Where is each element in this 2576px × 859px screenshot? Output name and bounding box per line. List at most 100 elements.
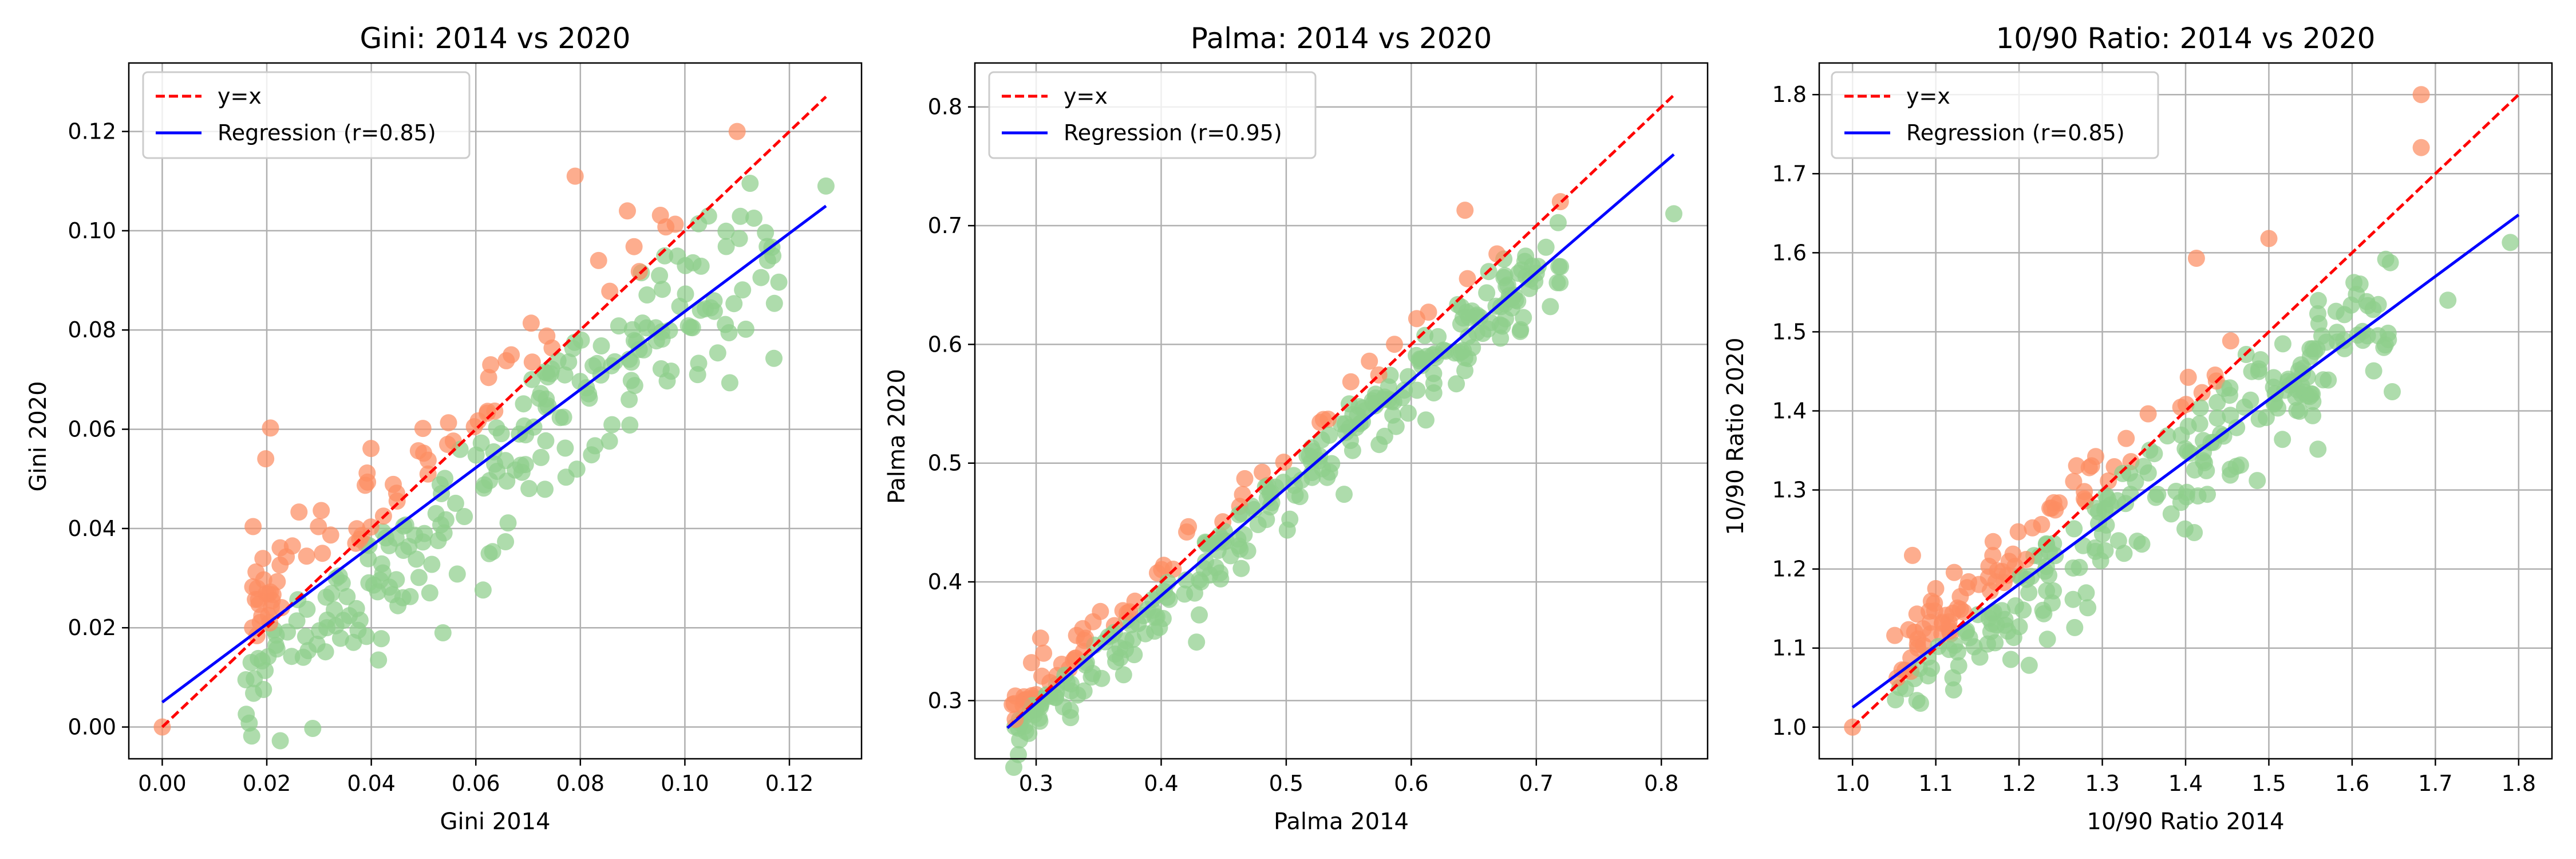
gini-point-below	[725, 295, 743, 313]
ratio-point-below	[2291, 403, 2308, 420]
gini-point-below	[498, 472, 516, 490]
gini-point-below	[690, 215, 708, 233]
gini-point-below	[717, 222, 735, 240]
ratio-point-above	[1886, 626, 1903, 644]
palma-ytick-label: 0.8	[928, 94, 962, 120]
palma-point-above	[1342, 373, 1360, 391]
ratio-ytick-label: 1.4	[1772, 399, 1807, 424]
palma-point-below	[1230, 506, 1248, 523]
ratio-ytick-label: 1.1	[1772, 636, 1807, 661]
ratio-point-below	[2172, 426, 2190, 444]
palma-point-above	[1180, 518, 1198, 535]
gini-point-below	[757, 224, 775, 242]
ratio-point-above	[2179, 368, 2197, 386]
gini-point-below	[288, 612, 306, 630]
ratio-point-below	[2502, 234, 2519, 251]
gini-ytick-label: 0.00	[68, 715, 116, 740]
palma-plot-area: 0.3 0.4 0.5 0.6 0.7 0.8 0.3 0.4 0.5 0.6 0.7 0.8	[928, 62, 1709, 796]
palma-point-below	[1107, 653, 1125, 671]
palma-legend-box	[988, 71, 1317, 159]
gini-point-below	[476, 476, 493, 494]
palma-point-above	[1155, 557, 1172, 574]
gini-point-below	[523, 371, 541, 388]
palma-point-below	[1212, 570, 1230, 588]
gini-point-above	[290, 503, 308, 521]
palma-point-below	[1245, 501, 1263, 518]
gini-point-below	[497, 533, 515, 550]
palma-point-above	[1459, 270, 1476, 287]
gini-point-above	[414, 420, 432, 438]
palma-point-below	[1117, 632, 1135, 649]
palma-point-below	[1416, 326, 1434, 344]
palma-point-above	[1076, 632, 1093, 649]
gini-point-below	[318, 619, 335, 637]
gini-point-below	[472, 434, 490, 452]
palma-point-below	[1336, 486, 1353, 503]
gini-panel: Gini: 2014 vs 2020 Gini 2014 Gini 2020 0…	[25, 22, 863, 835]
gini-xlabel: Gini 2014	[440, 809, 550, 835]
palma-legend-regression-label: Regression (r=0.95)	[1064, 120, 1282, 145]
ratio-identity-line	[1851, 93, 2520, 728]
gini-ytick-label: 0.12	[68, 119, 116, 144]
palma-point-above	[1456, 202, 1474, 219]
ratio-xtick-label: 1.7	[2418, 771, 2452, 796]
palma-point-above	[1022, 654, 1040, 672]
ratio-point-below	[1887, 691, 1905, 708]
gini-point-below	[294, 648, 312, 666]
gini-point-below	[634, 314, 651, 332]
ratio-point-above	[2000, 553, 2018, 570]
palma-point-below	[1232, 559, 1250, 577]
gini-point-above	[440, 414, 457, 432]
ratio-point-below	[2176, 520, 2194, 538]
ratio-ylabel: 10/90 Ratio 2020	[1722, 337, 1749, 535]
palma-point-below	[1494, 317, 1511, 335]
gini-point-below	[741, 175, 759, 192]
palma-point-above	[1236, 470, 1254, 487]
gini-point-below	[720, 324, 738, 341]
gini-point-above	[250, 590, 267, 608]
gini-point-below	[359, 550, 377, 568]
gini-point-below	[638, 286, 656, 304]
ratio-point-above	[2076, 483, 2093, 501]
gini-point-below	[434, 624, 452, 641]
palma-point-above	[1254, 463, 1271, 481]
gini-point-below	[410, 569, 428, 586]
palma-point-above	[1488, 245, 1506, 263]
ratio-point-below	[2064, 590, 2082, 608]
gini-point-below	[817, 177, 835, 195]
ratio-point-above	[2100, 472, 2117, 490]
palma-point-below	[1257, 478, 1274, 496]
ratio-legend: y=x Regression (r=0.85)	[1831, 71, 2159, 159]
gini-point-below	[752, 269, 770, 286]
palma-point-below	[1135, 606, 1152, 624]
palma-ytick-label: 0.7	[928, 213, 962, 238]
gini-point-below	[625, 332, 643, 349]
gini-point-below	[734, 281, 752, 299]
gini-point-above	[262, 419, 279, 437]
gini-point-below	[600, 432, 618, 450]
gini-point-below	[653, 323, 670, 341]
palma-point-below	[1178, 571, 1195, 589]
palma-xtick-label: 0.7	[1519, 771, 1554, 796]
gini-title: Gini: 2014 vs 2020	[360, 22, 631, 55]
ratio-point-below	[2274, 431, 2291, 448]
ratio-point-below	[2109, 492, 2126, 510]
gini-point-below	[583, 446, 600, 464]
gini-point-below	[622, 353, 640, 371]
palma-point-above	[1275, 454, 1293, 471]
ratio-point-above	[2412, 139, 2430, 156]
ratio-point-below	[2133, 535, 2151, 553]
palma-point-above	[1035, 644, 1053, 662]
gini-point-above	[313, 502, 330, 519]
ratio-point-below	[2038, 631, 2056, 648]
gini-point-above	[480, 369, 497, 387]
ratio-point-above	[1945, 564, 1963, 581]
palma-title: Palma: 2014 vs 2020	[1191, 22, 1492, 55]
palma-xtick-label: 0.8	[1644, 771, 1678, 796]
gini-point-above	[728, 123, 746, 140]
palma-ytick-label: 0.5	[928, 451, 962, 476]
ratio-point-below	[2182, 444, 2199, 462]
ratio-point-below	[1910, 660, 1928, 677]
palma-point-below	[1249, 516, 1267, 533]
